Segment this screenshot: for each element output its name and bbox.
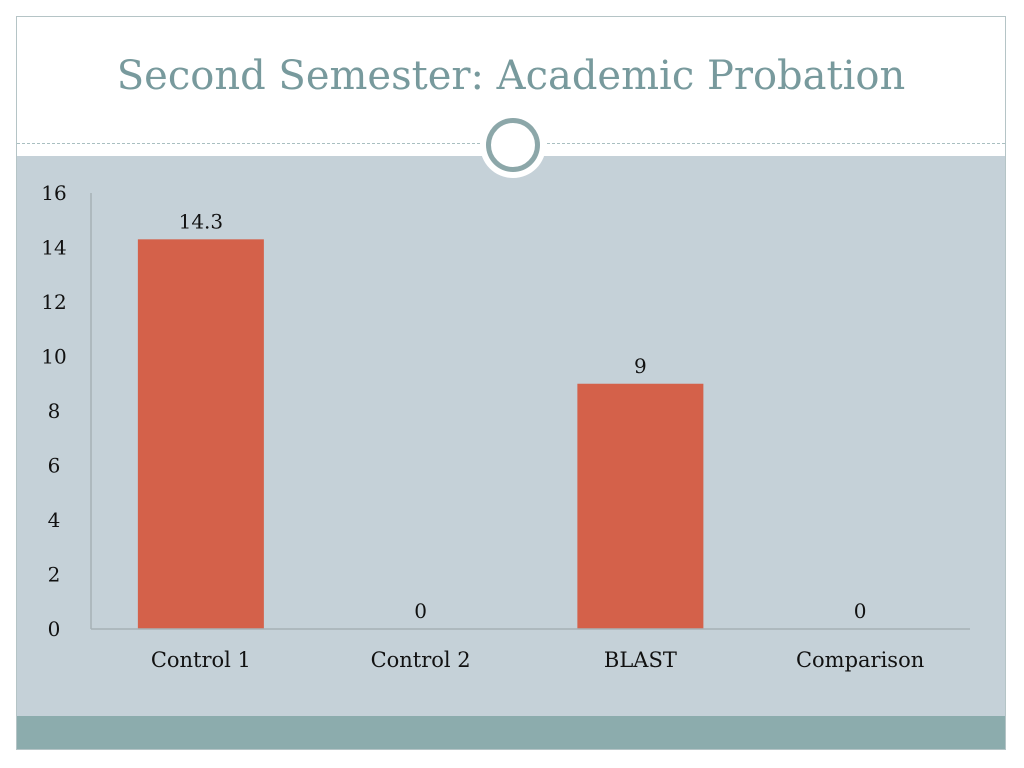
x-category-label: BLAST	[604, 648, 677, 672]
data-label: 0	[854, 599, 867, 623]
x-category-label: Control 2	[371, 648, 471, 672]
circle-ornament-icon	[480, 112, 546, 178]
y-tick-label: 6	[48, 454, 61, 478]
y-tick-label: 16	[41, 181, 66, 205]
y-tick-label: 4	[48, 508, 61, 532]
data-label: 9	[634, 354, 647, 378]
y-axis: 0 2 4 6 8 10 12 14 16	[41, 181, 92, 641]
bar-control-1	[137, 239, 264, 629]
data-label: 0	[414, 599, 427, 623]
data-label: 14.3	[179, 209, 224, 233]
bars	[137, 239, 704, 629]
data-labels: 14.3 0 9 0	[179, 209, 867, 623]
y-tick-label: 10	[41, 345, 66, 369]
slide-title: Second Semester: Academic Probation	[116, 53, 906, 99]
footer-band	[17, 716, 1005, 749]
y-tick-label: 0	[48, 617, 61, 641]
x-category-label: Control 1	[151, 648, 251, 672]
x-category-label: Comparison	[796, 648, 924, 672]
y-tick-label: 2	[48, 563, 61, 587]
y-tick-label: 14	[41, 236, 66, 260]
x-axis: Control 1 Control 2 BLAST Comparison	[91, 628, 970, 672]
y-tick-label: 8	[48, 399, 61, 423]
bar-blast	[577, 383, 704, 629]
y-tick-label: 12	[41, 290, 66, 314]
